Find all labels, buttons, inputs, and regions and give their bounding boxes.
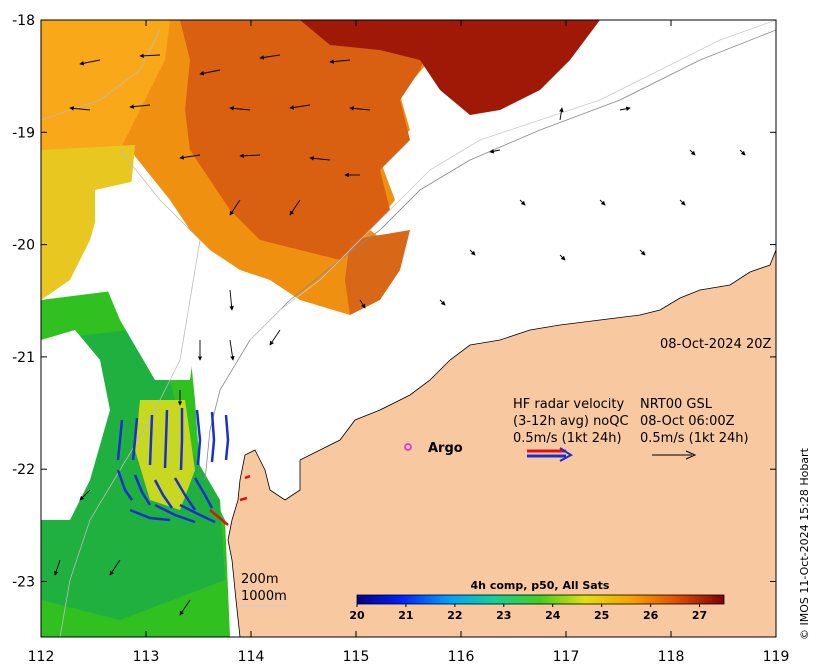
credit-text: © IMOS 11-Oct-2024 15:28 Hobart (798, 447, 811, 640)
radar-vectors (116, 408, 230, 524)
legend-black-arrowhead (685, 450, 697, 460)
lon-tick-label: 115 (343, 649, 370, 665)
lon-tick-label: 117 (553, 649, 580, 665)
radar-vectors-red (209, 474, 251, 526)
colorbar-tick-label: 21 (398, 609, 413, 622)
legend-line3-left: 0.5m/s (1kt 24h) (513, 431, 622, 446)
lat-tick-label: -22 (12, 462, 35, 478)
sst-yellow-strip (41, 145, 135, 300)
isobath-200m (204, 29, 776, 481)
lon-tick-label: 118 (658, 649, 685, 665)
lon-tick-label: 112 (28, 649, 55, 665)
lat-tick-label: -20 (12, 238, 35, 254)
colorbar-title: 4h comp, p50, All Sats (471, 579, 610, 592)
sst-mid-patch (345, 230, 410, 315)
legend-line2-left: (3-12h avg) noQC (513, 414, 629, 429)
current-arrows (54, 53, 746, 616)
argo-marker[interactable] (404, 443, 412, 451)
sst-cloud-gap (41, 330, 110, 520)
legend-line3-right: 0.5m/s (1kt 24h) (640, 431, 749, 446)
legend-line1-left: HF radar velocity (513, 397, 625, 412)
lat-tick-label: -21 (12, 350, 35, 366)
argo-label: Argo (428, 441, 463, 456)
isobath-200m-label: 200m (241, 572, 278, 587)
timestamp-label: 08-Oct-2024 20Z (660, 337, 772, 352)
legend-line1-right: NRT00 GSL (640, 397, 713, 412)
colorbar-tick-label: 27 (692, 609, 707, 622)
hf-radar-legend: HF radar velocity NRT00 GSL (3-12h avg) … (513, 397, 749, 462)
lat-tick-label: -19 (12, 125, 35, 141)
colorbar-tick-label: 23 (496, 609, 511, 622)
lat-tick-label: -18 (12, 13, 35, 29)
sst-darkest (300, 20, 600, 115)
legend-line2-right: 08-Oct 06:00Z (640, 414, 735, 429)
lon-tick-label: 114 (238, 649, 265, 665)
plot-area: Argo 08-Oct-2024 20Z HF radar velocity N… (41, 20, 776, 637)
lon-tick-label: 113 (133, 649, 160, 665)
colorbar-tick-label: 20 (349, 609, 365, 622)
isobath-1000m-label: 1000m (241, 589, 287, 604)
colorbar-gradient (356, 594, 725, 605)
colorbar-tick-label: 24 (545, 609, 561, 622)
colorbar-tick-label: 22 (447, 609, 462, 622)
axis-ticks: 112 113 114 115 116 117 118 119 -18 -19 -20 -21 -22 -… (12, 13, 789, 665)
colorbar-tick-label: 25 (594, 609, 609, 622)
colorbar-tick-label: 26 (643, 609, 659, 622)
legend-blue-arrowhead (559, 447, 573, 462)
plot-frame (40, 19, 777, 638)
sst-hot-core (180, 20, 440, 260)
lon-tick-label: 116 (448, 649, 475, 665)
sst-warm-north-orange (41, 20, 170, 160)
land-australia (227, 249, 776, 637)
lon-tick-label: 119 (763, 649, 790, 665)
sst-cloud-gap-2 (95, 180, 200, 380)
lat-tick-label: -23 (12, 575, 35, 591)
isobath-1000m-b (249, 20, 776, 341)
colorbar: 4h comp, p50, All Sats 20 21 22 23 24 25 26 27 (349, 579, 725, 622)
